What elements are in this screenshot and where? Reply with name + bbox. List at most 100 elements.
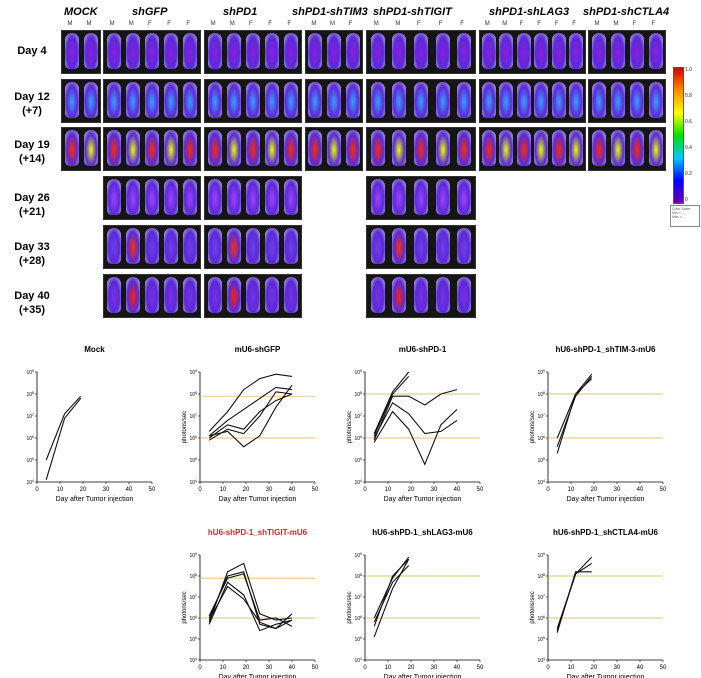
y-tick-exponent: 8 [32,391,34,395]
day-label: Day 40 (+35) [14,290,50,316]
y-axis-label: photons/sec [530,591,536,623]
heatmap-panel [204,176,302,220]
y-tick-exponent: 4 [195,657,197,661]
y-tick-label: 105 [537,457,545,464]
mouse-signal [370,179,385,215]
x-tick-label: 50 [660,665,667,671]
mouse-signal [106,228,121,264]
mouse-signal [183,277,198,313]
y-tick-label: 104 [354,479,362,486]
day-label: Day 4 [17,45,47,57]
y-tick-label: 108 [189,391,197,398]
mouse-signal [145,82,159,118]
series-line [373,409,458,466]
series-line [373,401,458,439]
series-line [208,562,293,623]
series-line [556,556,593,629]
color-scale-tick: 1.0 [685,67,692,73]
series-line [208,373,293,432]
mouse-signal [265,277,280,313]
y-tick-label: 109 [537,369,545,376]
color-scale-tick: 0.6 [685,119,692,125]
mouse-signal [125,33,140,69]
line-chart: Mock 0 10 20 30 40 50 104 105 106 107 108 109 Day aft… [26,345,156,503]
x-tick-label: 50 [477,487,484,493]
y-tick-exponent: 9 [32,369,34,373]
mouse-signal [265,33,280,69]
y-tick-label: 107 [537,413,545,420]
mouse-signal [226,179,241,215]
mouse-signal [226,277,241,313]
heatmap-panel [204,79,302,123]
y-tick-exponent: 9 [195,369,197,373]
mouse-signal [246,277,260,313]
mouse-signal [457,33,472,69]
x-axis-label: Day after Tumor injection [567,496,645,503]
y-tick-label: 108 [26,391,34,398]
sex-label: F [572,21,576,27]
mouse-signal [284,130,299,166]
y-tick-exponent: 5 [32,457,34,461]
series-line [373,558,410,627]
mouse-signal [370,82,385,118]
series-line [208,386,293,437]
x-tick-label: 10 [220,665,227,671]
y-axis-label: photons/sec [347,411,353,443]
y-tick-label: 106 [354,435,362,442]
mouse-signal [591,33,606,69]
group-label-shpd1-shtigit: shPD1-shTIGIT [373,6,452,18]
y-tick-exponent: 6 [32,435,34,439]
x-tick-label: 10 [220,487,227,493]
heatmap-panel [588,127,666,171]
sex-label: M [109,21,115,27]
day-label: Day 26 (+21) [14,192,50,218]
mouse-signal [435,277,450,313]
mouse-signal [125,277,140,313]
y-tick-exponent: 4 [360,657,362,661]
mouse-signal [207,277,222,313]
x-axis-label: Day after Tumor injection [384,496,462,503]
heatmap-panel [204,274,302,318]
y-tick-label: 106 [354,615,362,622]
mouse-signal [457,82,472,118]
color-scale-tick: 0.2 [685,171,692,177]
y-tick-exponent: 8 [360,391,362,395]
sex-label: F [537,21,541,27]
mouse-signal [629,130,644,166]
x-tick-label: 30 [614,665,621,671]
y-tick-label: 109 [354,552,362,559]
mouse-signal [64,33,79,69]
mouse-signal [414,277,428,313]
heatmap-panel [479,79,586,123]
mouse-signal [207,33,222,69]
mouse-signal [481,33,496,69]
mouse-signal [414,33,428,69]
y-tick-exponent: 7 [360,594,362,598]
sex-label: F [167,21,171,27]
y-tick-exponent: 7 [543,594,545,598]
mouse-signal [145,228,159,264]
sex-label: F [249,21,253,27]
mouse-signal [629,33,644,69]
x-axis-label: Day after Tumor injection [384,674,462,678]
x-tick-label: 20 [591,665,598,671]
group-label-shpd1-shctla4: shPD1-shCTLA4 [583,6,670,18]
y-tick-exponent: 8 [543,391,545,395]
heatmap-panel [204,127,302,171]
x-tick-label: 0 [546,665,550,671]
mouse-signal [648,130,663,166]
group-label-mock: MOCK [64,6,98,18]
mouse-signal [392,130,407,166]
heatmap-panel [204,30,302,74]
y-tick-label: 109 [26,369,34,376]
line-chart: hU6-shPD-1_shTIM-3-mU6 0 10 20 30 40 50 104 105 1… [530,345,667,503]
x-axis-label: Day after Tumor injection [219,496,297,503]
y-tick-exponent: 7 [360,413,362,417]
chart-title: mU6-shPD-1 [399,345,447,354]
y-tick-label: 105 [537,636,545,643]
color-scale-legend-box: Color Scale Min = ... Max = ... [670,205,700,227]
mouse-signal [265,130,280,166]
sex-label: M [210,21,216,27]
heatmap-panel [366,274,476,318]
mouse-signal [569,82,584,118]
